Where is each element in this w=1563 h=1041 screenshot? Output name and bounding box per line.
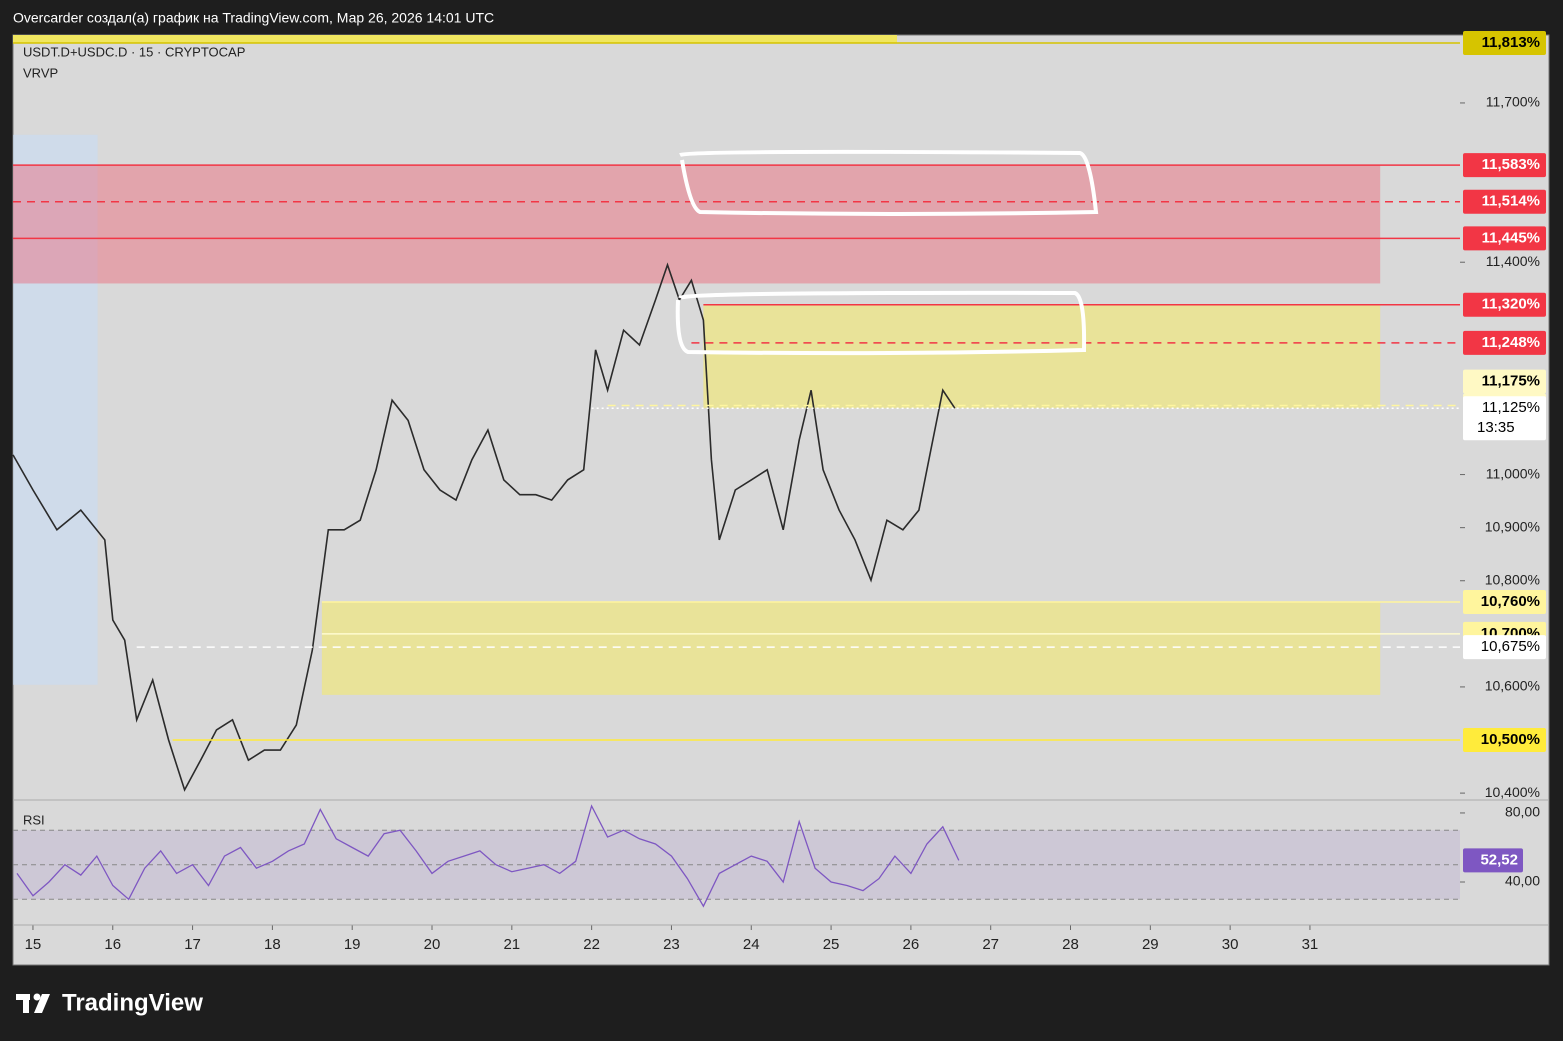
- price-label-box: [1463, 189, 1546, 214]
- x-tick-label: 22: [583, 936, 600, 953]
- y-tick-label: 11,000%: [1486, 465, 1540, 481]
- series-line: [16, 804, 960, 908]
- price-label: 11,583%: [1482, 156, 1540, 173]
- chart-area: [12, 34, 1550, 966]
- countdown: 13:35: [1477, 419, 1515, 436]
- price-label: 11,248%: [1482, 334, 1540, 351]
- price-label-box: [1463, 153, 1546, 178]
- x-tick-label: 25: [823, 936, 840, 953]
- x-tick-label: 18: [264, 936, 281, 953]
- zone: [13, 134, 98, 685]
- price-label: 11,445%: [1482, 229, 1540, 246]
- drawn-rect: [679, 149, 1099, 216]
- y-tick-label: 40,00: [1505, 873, 1540, 889]
- price-label-box: [1463, 330, 1546, 355]
- x-tick-label: 16: [104, 936, 121, 953]
- current-value: 52,52: [1480, 851, 1518, 868]
- x-tick-label: 21: [503, 936, 520, 953]
- x-tick-label: 26: [903, 936, 920, 953]
- header: Overcarder создал(а) график на TradingVi…: [13, 10, 494, 26]
- price-label: 10,760%: [1481, 593, 1540, 610]
- price-label-box: [1463, 396, 1546, 441]
- drawn-rect: [675, 290, 1087, 356]
- brand: TradingView: [62, 989, 203, 1016]
- series-line: [12, 262, 956, 792]
- price-label: 11,125%: [1482, 399, 1540, 416]
- price-label: 11,813%: [1482, 34, 1540, 51]
- price-label: 11,514%: [1482, 193, 1540, 210]
- x-tick-label: 29: [1142, 936, 1159, 953]
- y-tick-label: 10,800%: [1485, 571, 1540, 587]
- price-label-box: [1463, 226, 1546, 251]
- price-label-box: [1463, 292, 1546, 317]
- x-tick-label: 31: [1302, 936, 1319, 953]
- price-label-box: [1463, 369, 1546, 394]
- top-highlight: [13, 35, 897, 43]
- y-tick-label: 11,700%: [1486, 94, 1540, 110]
- y-tick-label: 11,400%: [1486, 253, 1540, 269]
- x-tick-label: 19: [344, 936, 361, 953]
- x-tick-label: 27: [982, 936, 999, 953]
- price-label-box: [1463, 30, 1546, 55]
- chart-layer: 10,400% 10,600% 10,800% 10,900% 11,000% 11,40…: [12, 30, 1546, 953]
- x-tick-label: 30: [1222, 936, 1239, 953]
- x-tick-label: 28: [1062, 936, 1079, 953]
- x-tick-label: 20: [424, 936, 441, 953]
- zone: [703, 304, 1381, 409]
- price-label-box: [1463, 635, 1546, 660]
- y-tick-label: 10,900%: [1485, 518, 1540, 534]
- zone: [13, 165, 1381, 284]
- y-tick-label: 10,600%: [1485, 678, 1540, 694]
- price-label-box: [1463, 728, 1546, 753]
- zone: [321, 601, 1381, 695]
- price-label: 11,320%: [1482, 296, 1540, 313]
- price-label: 10,500%: [1481, 731, 1540, 748]
- rsi-label: RSI: [23, 812, 45, 827]
- brand-logo: [16, 993, 50, 1013]
- price-label: 11,175%: [1482, 373, 1540, 390]
- symbol-title: USDT.D+USDC.D · 15 · CRYPTOCAP: [23, 44, 245, 59]
- current-value-box: [1463, 848, 1523, 873]
- y-tick-label: 10,400%: [1485, 784, 1540, 800]
- price-label-box: [1463, 589, 1546, 614]
- x-tick-label: 23: [663, 936, 680, 953]
- price-label: 10,675%: [1481, 638, 1540, 655]
- indicator-label: VRVP: [23, 65, 58, 80]
- x-tick-label: 24: [743, 936, 760, 953]
- x-tick-label: 15: [25, 936, 42, 953]
- y-tick-label: 80,00: [1505, 804, 1540, 820]
- x-tick-label: 17: [184, 936, 201, 953]
